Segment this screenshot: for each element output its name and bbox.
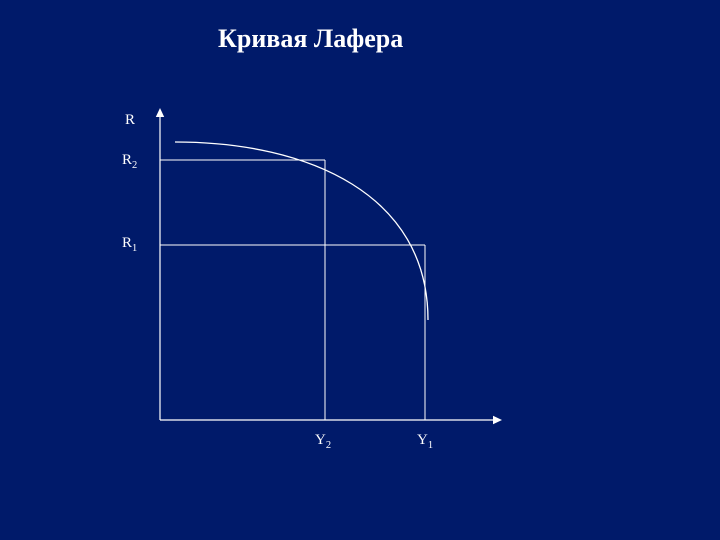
tick-label-y2: Y2 <box>315 432 331 449</box>
laffer-curve-chart <box>0 0 720 540</box>
tick-label-r2: R2 <box>122 152 137 169</box>
tick-label-y1: Y1 <box>417 432 433 449</box>
tick-label-r1: R1 <box>122 235 137 252</box>
axis-label-r: R <box>125 112 135 129</box>
slide: Кривая Лафера R R2 R1 Y2 Y1 <box>0 0 720 540</box>
